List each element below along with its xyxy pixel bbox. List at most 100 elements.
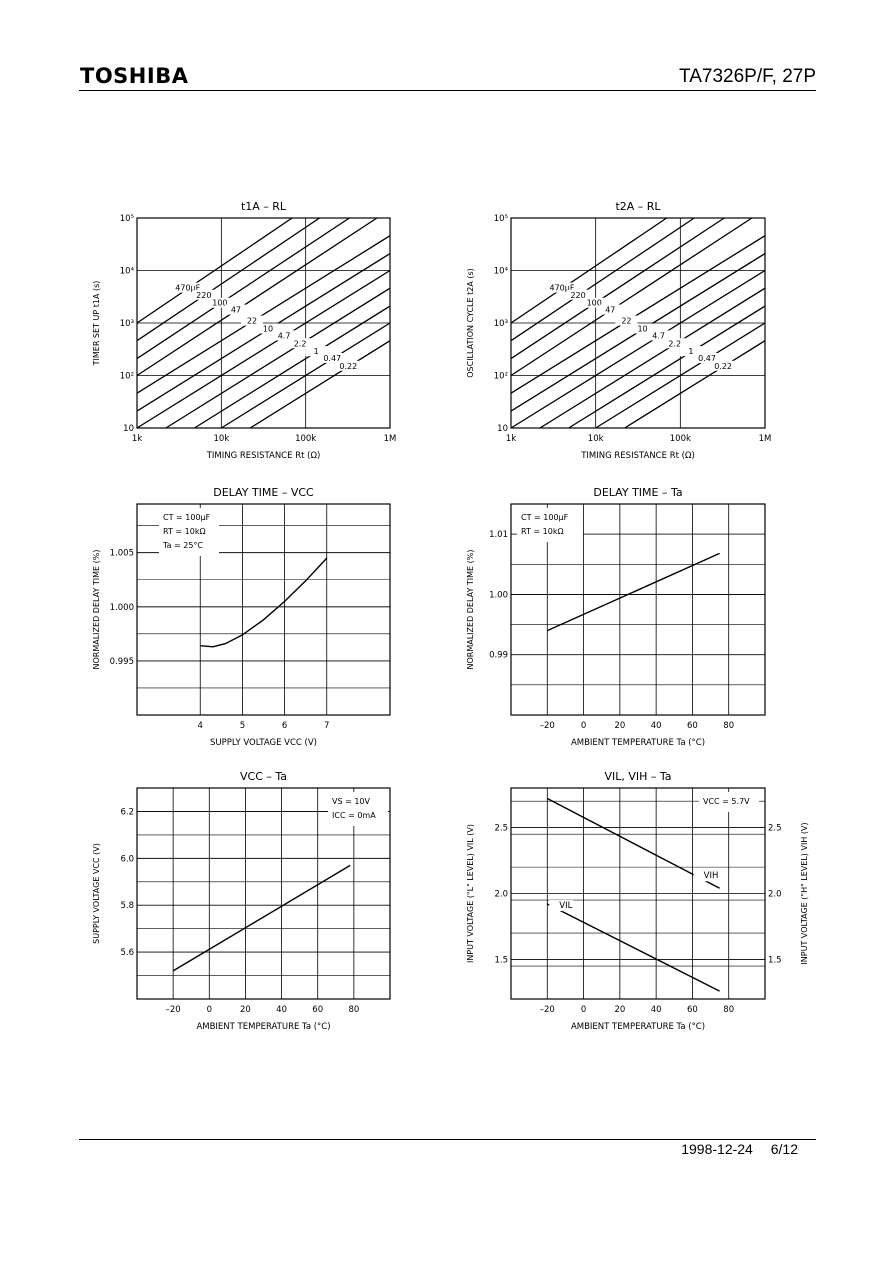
vcc_ta-ytick-label: 6.2 <box>120 807 134 817</box>
vil_vih_ta-ylabel: INPUT VOLTAGE ("L" LEVEL) VIL (V) <box>466 824 475 963</box>
t2a-series-label: 47 <box>605 306 615 315</box>
t2a-series-label-bg <box>679 346 702 357</box>
t1a-series-line <box>136 217 293 324</box>
footer-page: 6/12 <box>770 1141 798 1157</box>
t2a-ytick-label: 10 <box>497 424 508 434</box>
vil_vih_ta-series-label-bg <box>549 900 574 912</box>
vcc_ta-series-line <box>172 864 351 972</box>
delay_ta-ytick-label: 1.00 <box>489 590 508 600</box>
t1a-series-label-bg <box>240 315 263 326</box>
t1a-series-label-bg <box>305 346 328 357</box>
t2a-series-label: 0.22 <box>714 362 732 371</box>
vil_vih_ta-annotation-box <box>699 792 759 812</box>
t2a-series-label-bg <box>631 323 654 334</box>
t1a-series-line <box>165 287 391 429</box>
t1a-ytick-label: 10² <box>120 372 134 382</box>
t2a-series-label: 470μF <box>549 284 574 293</box>
t2a-series-label: 0.47 <box>698 354 716 363</box>
t2a-series-line <box>568 305 766 429</box>
t1a-series-line <box>136 217 320 342</box>
delay_ta-xtick-label: 60 <box>687 721 698 731</box>
t1a-series-label: 0.22 <box>339 362 357 371</box>
t1a-series-label: 220 <box>196 291 211 300</box>
vil_vih_ta-ytick-label: 1.5 <box>494 955 508 965</box>
t2a-series-label: 1 <box>688 347 693 356</box>
t2a-series-label-bg <box>647 330 670 341</box>
t2a-ylabel: OSCILLATION CYCLE t2A (s) <box>466 268 475 378</box>
delay_vcc-series-line <box>200 557 328 648</box>
delay_ta-xtick-label: –20 <box>540 721 555 731</box>
t1a-series-label: 10 <box>263 325 273 334</box>
t2a-series-label-bg <box>696 352 719 363</box>
t2a-series-line <box>510 217 753 377</box>
t2a-series-label: 22 <box>621 317 631 326</box>
footer-date: 1998-12-24 <box>681 1141 753 1157</box>
t1a-series-label-bg <box>224 304 247 315</box>
footer: 1998-12-24 6/12 <box>667 1141 798 1157</box>
delay_vcc-xtick-label: 6 <box>282 721 287 731</box>
delay_vcc-annotation: CT = 100μF <box>163 513 211 522</box>
brand-logo: TOSHIBA <box>80 64 189 88</box>
t1a-xlabel: TIMING RESISTANCE Rt (Ω) <box>206 451 321 461</box>
header-rule <box>79 90 816 91</box>
t1a-ytick-label: 10⁴ <box>120 267 135 277</box>
t2a-ytick-label: 10⁵ <box>494 214 508 224</box>
t1a-series-line <box>136 235 391 394</box>
part-number: TA7326P/F, 27P <box>679 66 816 87</box>
vil_vih_ta-series-label: VIH <box>704 871 719 881</box>
t2a-series-label-bg <box>550 282 573 293</box>
vil_vih_ta-xlabel: AMBIENT TEMPERATURE Ta (°C) <box>571 1022 705 1032</box>
t1a-ytick-label: 10⁵ <box>120 214 134 224</box>
t1a-xtick-label: 1M <box>384 434 397 444</box>
t2a-xtick-label: 1k <box>506 434 516 444</box>
delay_vcc-xtick-label: 7 <box>324 721 329 731</box>
vil_vih_ta-xtick-label: –20 <box>540 1005 555 1015</box>
t2a-series-label-bg <box>599 304 622 315</box>
vil_vih_ta-xtick-label: 80 <box>723 1005 734 1015</box>
vcc_ta-annotation-box <box>328 792 388 826</box>
t2a-xtick-label: 100k <box>670 434 691 444</box>
t1a-series-label-bg <box>273 330 296 341</box>
delay_vcc-xlabel: SUPPLY VOLTAGE VCC (V) <box>210 738 317 748</box>
vcc_ta-ytick-label: 6.0 <box>120 854 134 864</box>
t1a-ytick-label: 10³ <box>120 319 134 329</box>
delay_ta-ytick-label: 1.01 <box>489 530 508 540</box>
delay_ta-xtick-label: 0 <box>581 721 586 731</box>
t1a-series-label: 0.47 <box>323 354 341 363</box>
t1a-series-label: 4.7 <box>278 331 291 340</box>
t2a-series-line <box>510 217 725 360</box>
delay_ta-title: DELAY TIME – Ta <box>593 486 682 499</box>
vil_vih_ta-annotation: VCC = 5.7V <box>703 797 750 806</box>
t2a-series-label: 10 <box>637 325 647 334</box>
delay_vcc-xtick-label: 4 <box>198 721 203 731</box>
delay_ta-xtick-label: 20 <box>614 721 625 731</box>
vcc_ta-annotation: VS = 10V <box>332 797 371 806</box>
t2a-series-line <box>510 217 695 342</box>
vcc_ta-annotation: ICC = 0mA <box>332 811 376 820</box>
delay_ta-ylabel: NORMALIZED DELAY TIME (%) <box>466 550 475 670</box>
t1a-series-line <box>194 305 391 429</box>
t2a-ytick-label: 10⁴ <box>494 267 509 277</box>
vcc_ta-xtick-label: –20 <box>166 1005 181 1015</box>
vil_vih_ta-ylabel-right: INPUT VOLTAGE ("H" LEVEL) VIH (V) <box>800 822 809 964</box>
t2a-series-label: 220 <box>570 291 585 300</box>
t2a-series-line <box>595 322 766 429</box>
vil_vih_ta-ytick-label-right: 1.5 <box>768 955 782 965</box>
t1a-series-line <box>220 322 391 429</box>
t1a-ytick-label: 10 <box>123 424 134 434</box>
delay_vcc-annotation-box <box>159 508 219 556</box>
delay_vcc-ytick-label: 1.005 <box>110 549 134 559</box>
t2a-series-line <box>539 287 766 429</box>
t2a-series-line <box>510 269 766 429</box>
delay_vcc-ytick-label: 0.995 <box>110 657 134 667</box>
vil_vih_ta-xtick-label: 40 <box>651 1005 662 1015</box>
delay_ta-annotation: RT = 10kΩ <box>521 527 564 536</box>
t1a-series-label-bg <box>176 282 199 293</box>
t2a-series-label-bg <box>583 297 606 308</box>
vil_vih_ta-series-label: VIL <box>559 901 572 911</box>
delay_ta-xtick-label: 40 <box>651 721 662 731</box>
delay_ta-frame <box>510 503 766 716</box>
delay_ta-series-line <box>547 552 720 632</box>
t2a-series-label-bg <box>567 289 590 300</box>
t1a-series-label: 2.2 <box>294 339 307 348</box>
